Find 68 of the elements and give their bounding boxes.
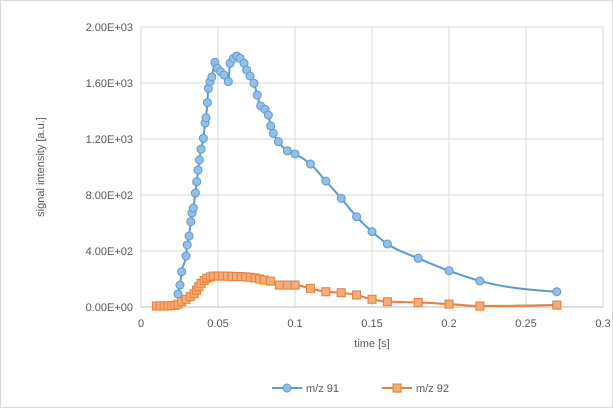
- x-tick-label: 0.05: [207, 318, 229, 330]
- point: [192, 177, 202, 186]
- point: [321, 176, 330, 186]
- point: [207, 72, 216, 82]
- point: [352, 290, 362, 300]
- point: [552, 300, 562, 310]
- point: [264, 110, 273, 120]
- point: [282, 146, 292, 156]
- legend-label: m/z 91: [306, 383, 340, 395]
- point: [444, 266, 454, 276]
- point: [290, 149, 300, 158]
- point: [475, 276, 484, 286]
- point: [196, 144, 206, 154]
- point: [306, 284, 315, 293]
- point: [246, 72, 255, 80]
- point: [266, 121, 276, 130]
- point: [188, 204, 198, 213]
- point: [186, 217, 196, 226]
- point: [252, 90, 262, 100]
- point: [444, 300, 454, 309]
- point: [321, 287, 330, 296]
- y-tick-label: 0.00E+00: [86, 302, 133, 314]
- point: [475, 302, 484, 311]
- point: [266, 276, 275, 286]
- point: [250, 78, 259, 88]
- point: [175, 280, 184, 290]
- point: [194, 156, 204, 164]
- point: [220, 70, 229, 80]
- y-tick-label: 4.00E+02: [86, 246, 133, 258]
- x-tick-label: 0.1: [287, 318, 303, 330]
- x-tick-label: 0.15: [361, 318, 383, 330]
- x-tick-label: 0.2: [441, 318, 457, 330]
- point: [201, 113, 210, 122]
- y-axis-title: signal intensity [a.u.]: [35, 117, 47, 217]
- point: [182, 240, 192, 250]
- point: [198, 134, 208, 143]
- point: [274, 280, 284, 290]
- point: [177, 267, 186, 276]
- y-tick-label: 2.00E+03: [86, 22, 133, 34]
- point: [193, 165, 202, 174]
- point: [268, 128, 278, 138]
- point: [414, 298, 423, 307]
- point: [382, 240, 392, 248]
- point: [336, 194, 346, 203]
- y-tick-label: 1.60E+03: [86, 78, 133, 90]
- y-tick-label: 1.20E+03: [86, 134, 133, 146]
- point: [306, 160, 315, 169]
- legend-label: m/z 92: [416, 383, 450, 395]
- point: [552, 287, 562, 296]
- point: [173, 289, 182, 298]
- x-axis-title: time [s]: [354, 338, 390, 350]
- point: [181, 252, 190, 261]
- point: [184, 232, 194, 241]
- y-tick-label: 8.00E+02: [86, 190, 133, 202]
- point: [352, 212, 362, 222]
- x-tick-label: 0.3: [595, 318, 611, 330]
- x-tick-label: 0: [138, 318, 144, 330]
- point: [202, 98, 212, 108]
- point: [336, 288, 346, 298]
- point: [382, 297, 392, 306]
- point: [368, 227, 376, 236]
- point: [224, 77, 233, 86]
- point: [290, 280, 300, 290]
- point: [274, 137, 283, 146]
- point: [414, 254, 423, 263]
- x-tick-label: 0.25: [515, 318, 537, 330]
- point: [190, 188, 200, 198]
- point: [368, 294, 376, 304]
